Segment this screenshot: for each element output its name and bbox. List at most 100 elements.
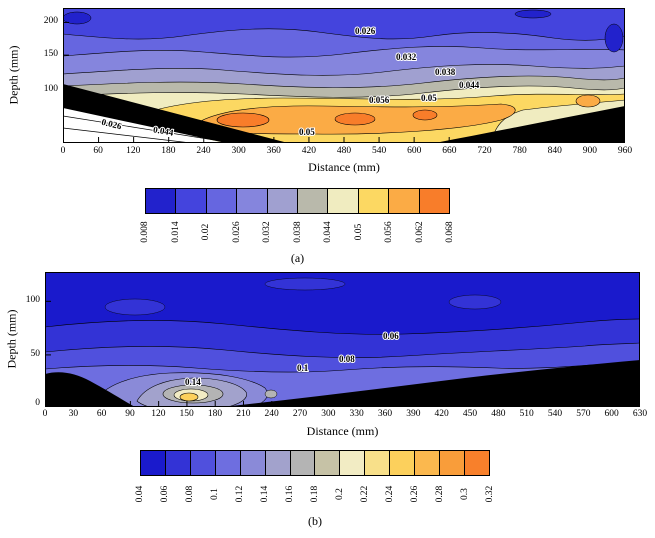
panel-label-a: (a) — [290, 251, 305, 265]
contour-line — [45, 318, 640, 335]
colorbar-cell — [164, 451, 190, 475]
colorbar-cell — [236, 189, 267, 213]
colorbar-tick-label: 0.22 — [360, 485, 370, 503]
colorbar-tick-label: 0.32 — [485, 485, 495, 503]
contour-label: 0.08 — [339, 354, 355, 364]
contour-label: 0.14 — [185, 377, 201, 387]
x-tick-label: 60 — [93, 146, 103, 156]
colorbar-cell — [175, 189, 206, 213]
x-tick-label: 780 — [512, 146, 527, 156]
y-tick-label: 50 — [30, 349, 41, 360]
contour-label: 0.026 — [355, 26, 376, 36]
colorbar-tick-label: 0.06 — [160, 485, 170, 503]
x-tick-label: 360 — [377, 409, 393, 419]
x-axis-title-a: Distance (mm) — [308, 160, 380, 174]
colorbar-tick-label: 0.02 — [201, 223, 211, 241]
colorbar-tick-label: 0.3 — [459, 488, 470, 500]
x-tick-label: 600 — [407, 146, 422, 156]
colorbar-tick-label: 0.08 — [185, 485, 195, 503]
colorbar-tick-label: 0.1 — [210, 488, 220, 500]
x-tick-label: 210 — [236, 409, 251, 419]
y-axis-tick-labels-a: 200 150 100 — [30, 8, 60, 143]
x-tick-label: 660 — [442, 146, 457, 156]
x-tick-label: 60 — [96, 409, 107, 419]
colorbar-cell — [339, 451, 365, 475]
colorbar-tick-label: 0.026 — [231, 221, 242, 243]
x-tick-label: 240 — [264, 409, 279, 419]
x-tick-label: 120 — [126, 146, 141, 156]
x-tick-label: 600 — [604, 409, 619, 419]
colorbar-cell — [146, 189, 176, 213]
low-value-blob — [104, 298, 166, 316]
axes-frame — [63, 8, 625, 143]
colorbar-tick-label: 0.14 — [260, 485, 270, 503]
colorbar-cell — [418, 189, 450, 213]
contour-line — [192, 103, 516, 135]
y-tick-label: 0 — [35, 398, 40, 409]
colorbar-cell — [314, 451, 340, 475]
high-value-blob — [216, 112, 270, 128]
colorbar-cell — [266, 189, 298, 213]
colorbar-cell — [239, 451, 265, 475]
contour-line — [136, 377, 247, 407]
colorbar-cell — [289, 451, 315, 475]
colorbar-tick-label: 0.056 — [384, 221, 394, 243]
contour-label: 0.06 — [383, 331, 399, 341]
contour-plot-a: 0.026 0.032 0.038 0.044 0.05 0.056 0.026… — [63, 8, 625, 143]
x-tick-label: 330 — [349, 409, 364, 419]
y-tick-label: 150 — [43, 48, 58, 59]
x-axis-tick-labels-b: 0 30 60 90 120 150 180 210 240 270 300 330 360 390 420… — [42, 409, 648, 421]
colorbar-a — [145, 188, 450, 214]
plot-frame-b — [45, 272, 640, 407]
colorbar-cell — [389, 451, 415, 475]
x-tick-label: 90 — [125, 409, 135, 419]
colorbar-tick-label: 0.05 — [353, 223, 364, 241]
x-tick-label: 480 — [336, 146, 352, 156]
x-tick-label: 420 — [301, 146, 316, 156]
x-tick-label: 450 — [462, 409, 478, 419]
colorbar-tick-label: 0.12 — [235, 485, 245, 503]
x-tick-label: 540 — [372, 146, 387, 156]
contour-labels-a: 0.026 0.032 0.038 0.044 0.05 0.056 0.026… — [100, 25, 481, 139]
x-tick-label: 840 — [547, 146, 562, 156]
colorbar-tick-label: 0.26 — [410, 485, 420, 503]
x-tick-label: 900 — [582, 146, 597, 156]
x-tick-label: 180 — [207, 409, 223, 419]
colorbar-cell — [364, 451, 390, 475]
colorbar-tick-label: 0.014 — [170, 221, 181, 243]
contour-line — [63, 127, 192, 143]
contour-label: 0.044 — [459, 80, 480, 90]
colorbar-tick-label: 0.038 — [292, 221, 303, 243]
contour-label: 0.1 — [297, 363, 309, 373]
colorbar-cell — [388, 189, 419, 213]
contour-line — [63, 28, 625, 41]
x-tick-label: 420 — [434, 409, 449, 419]
x-tick-label: 300 — [231, 146, 246, 156]
x-tick-label: 960 — [617, 146, 633, 156]
contour-label: 0.038 — [435, 67, 456, 77]
x-tick-label: 510 — [519, 409, 534, 419]
mask-lower-left — [45, 372, 135, 407]
contour-line — [45, 342, 640, 358]
x-axis-title-b: Distance (mm) — [306, 424, 379, 438]
x-tick-label: 570 — [576, 409, 591, 419]
gray-blob — [264, 389, 278, 399]
x-tick-label: 390 — [406, 409, 421, 419]
colorbar-cell — [414, 451, 440, 475]
x-tick-label: 0 — [60, 146, 66, 156]
low-value-blob — [264, 277, 346, 291]
x-tick-label: 120 — [151, 409, 166, 419]
colorbar-cell — [189, 451, 215, 475]
colorbar-tick-label: 0.18 — [310, 485, 320, 503]
contour-label: 0.044 — [152, 124, 174, 137]
y-axis-title-a: Depth (mm) — [6, 45, 21, 105]
x-axis-tick-labels-a: 0 60 120 180 240 300 360 420 480 540 600 660 720 780 8… — [60, 146, 633, 158]
colorbar-b — [140, 450, 490, 476]
colorbar-cell — [141, 451, 165, 475]
contour-line — [45, 361, 640, 373]
contour-label: 0.056 — [369, 95, 390, 105]
x-tick-label: 0 — [42, 409, 48, 419]
x-tick-label: 180 — [161, 146, 176, 156]
colorbar-tick-label: 0.16 — [285, 485, 295, 503]
